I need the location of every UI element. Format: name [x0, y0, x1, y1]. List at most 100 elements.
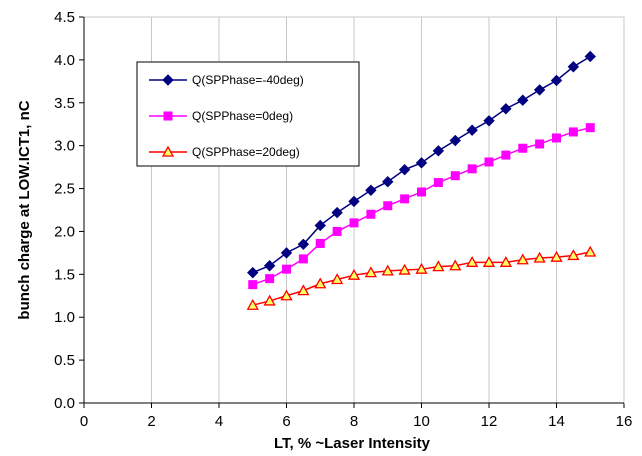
tick-labels: 0 2 4 6 8 10 12 14 16 0.0 0.5 1.0 1.5 2.0 2.5 3.0 3.5 4.0… [54, 9, 632, 430]
y-axis-title: bunch charge at LOW.ICT1, nC [16, 100, 33, 319]
x-tick-label: 8 [350, 413, 358, 430]
data-point [246, 298, 259, 310]
data-point [449, 259, 462, 271]
data-point [567, 249, 580, 261]
data-point [248, 280, 258, 290]
data-point [466, 124, 478, 136]
data-point [247, 266, 259, 279]
data-point [450, 171, 460, 181]
data-point [567, 61, 580, 73]
data-point [449, 134, 461, 147]
data-point [483, 115, 495, 127]
data-point [482, 255, 496, 267]
series-2 [248, 123, 595, 290]
data-point [297, 284, 310, 296]
data-point [467, 164, 477, 174]
data-point [433, 178, 443, 188]
data-point [381, 264, 394, 276]
data-point [263, 294, 276, 306]
x-tick-label: 2 [147, 413, 155, 430]
data-point [398, 263, 411, 275]
legend-label: Q(SPPhase=20deg) [192, 145, 300, 159]
x-tick-label: 10 [413, 413, 430, 430]
data-point [484, 157, 494, 167]
legend-marker [162, 74, 174, 86]
data-point [500, 103, 512, 115]
legend-marker [161, 145, 175, 157]
x-tick-label: 6 [282, 413, 290, 430]
data-point [432, 260, 445, 272]
x-axis-title: LT, % ~Laser Intensity [274, 435, 431, 452]
x-tick-label: 12 [481, 413, 498, 430]
legend-item: Q(SPPhase=20deg) [149, 145, 300, 159]
data-point [518, 143, 528, 153]
y-tick-label: 1.0 [54, 309, 75, 326]
y-tick-label: 2.0 [54, 223, 75, 240]
data-point [415, 262, 428, 274]
series-3 [246, 245, 597, 310]
data-point [383, 201, 393, 211]
legend: Q(SPPhase=-40deg) Q(SPPhase=0deg) Q(SPPhas… [136, 61, 360, 167]
data-point [314, 277, 327, 289]
data-point [349, 218, 359, 228]
data-point [501, 150, 511, 160]
data-point [499, 255, 512, 267]
data-point [516, 253, 529, 265]
data-point [365, 184, 377, 196]
data-point [585, 123, 595, 133]
data-point [417, 187, 426, 197]
data-point [432, 145, 445, 157]
data-point [280, 289, 293, 301]
data-point [280, 247, 293, 259]
data-point [584, 50, 596, 63]
data-point [535, 139, 545, 149]
data-point [517, 94, 529, 106]
data-point [550, 74, 563, 87]
data-point [282, 264, 291, 274]
series [246, 50, 597, 310]
y-tick-label: 1.5 [54, 266, 75, 283]
data-point [263, 260, 276, 272]
data-point [533, 84, 546, 96]
data-point [533, 251, 546, 263]
data-point [347, 268, 361, 280]
data-point [331, 206, 343, 219]
data-point [314, 219, 326, 232]
y-tick-label: 4.0 [54, 52, 75, 69]
data-point [466, 255, 479, 267]
legend-label: Q(SPPhase=-40deg) [192, 73, 304, 87]
data-point [552, 133, 561, 143]
y-tick-label: 0.0 [54, 395, 75, 412]
y-tick-label: 2.5 [54, 181, 75, 198]
series-1 [247, 50, 596, 279]
data-point [415, 157, 428, 169]
data-point [398, 163, 411, 176]
legend-label: Q(SPPhase=0deg) [192, 109, 293, 123]
data-point [550, 250, 563, 262]
x-tick-label: 4 [215, 413, 223, 430]
y-tick-label: 4.5 [54, 9, 75, 26]
data-point [265, 274, 275, 284]
legend-item: Q(SPPhase=-40deg) [149, 73, 304, 87]
x-tick-label: 14 [548, 413, 565, 430]
y-tick-label: 3.5 [54, 95, 75, 112]
data-point [568, 127, 578, 137]
data-point [400, 194, 410, 204]
axes [79, 16, 625, 408]
data-point [382, 175, 394, 188]
y-tick-label: 0.5 [54, 352, 75, 369]
y-tick-label: 3.0 [54, 138, 75, 155]
x-tick-label: 0 [80, 413, 88, 430]
data-point [584, 245, 597, 257]
data-point [315, 238, 325, 248]
data-point [331, 273, 344, 285]
data-point [298, 254, 308, 264]
data-point [364, 266, 377, 278]
data-point [332, 226, 342, 236]
legend-item: Q(SPPhase=0deg) [149, 109, 293, 123]
data-point [297, 238, 310, 251]
data-point [348, 195, 360, 208]
data-point [366, 209, 376, 219]
x-tick-label: 16 [616, 413, 633, 430]
